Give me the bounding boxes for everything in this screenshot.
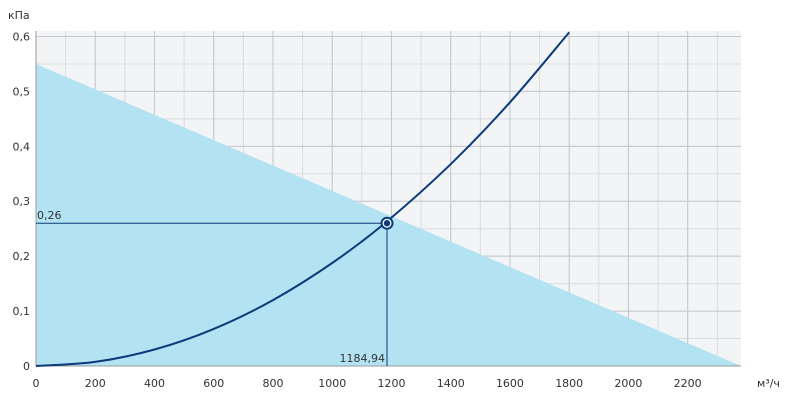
y-tick-label: 0,1 bbox=[13, 305, 31, 318]
axes bbox=[35, 31, 741, 367]
x-tick-label: 200 bbox=[85, 377, 106, 390]
x-tick-label: 2200 bbox=[674, 377, 702, 390]
y-tick-label: 0,5 bbox=[13, 85, 31, 98]
y-tick-label: 0,3 bbox=[13, 195, 31, 208]
x-tick-label: 1800 bbox=[555, 377, 583, 390]
y-tick-label: 0,2 bbox=[13, 250, 31, 263]
x-tick-label: 2000 bbox=[614, 377, 642, 390]
x-tick-labels: 0 200 400 600 800 1000 1200 1400 1600 1800 2000 220… bbox=[33, 377, 702, 390]
operating-point-marker-core bbox=[383, 220, 391, 227]
series-line bbox=[35, 31, 570, 367]
x-tick-label: 400 bbox=[144, 377, 165, 390]
x-tick-label: 1400 bbox=[437, 377, 465, 390]
y-tick-label: 0 bbox=[23, 360, 30, 373]
x-tick-label: 600 bbox=[203, 377, 224, 390]
operating-point-pressure-label: 0,26 bbox=[37, 209, 62, 222]
y-tick-label: 0,4 bbox=[13, 140, 31, 153]
x-tick-label: 800 bbox=[262, 377, 283, 390]
x-tick-label: 1600 bbox=[496, 377, 524, 390]
x-tick-label: 1000 bbox=[318, 377, 346, 390]
x-tick-label: 1200 bbox=[377, 377, 405, 390]
y-tick-label: 0,6 bbox=[13, 30, 31, 43]
series-layer bbox=[35, 31, 570, 367]
x-tick-label: 0 bbox=[33, 377, 40, 390]
operating-point-layer: 0,26 1184,94 bbox=[36, 209, 394, 366]
operating-point-flow-label: 1184,94 bbox=[340, 352, 386, 365]
y-axis-label: кПа bbox=[8, 9, 30, 22]
x-axis-label: м³/ч bbox=[757, 377, 780, 390]
operating-region bbox=[36, 64, 741, 366]
y-tick-labels: 0 0,1 0,2 0,3 0,4 0,5 0,6 bbox=[13, 30, 31, 373]
